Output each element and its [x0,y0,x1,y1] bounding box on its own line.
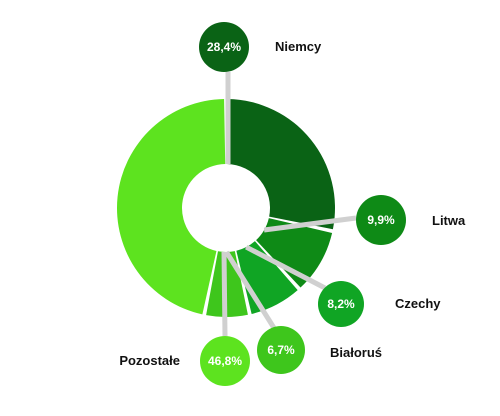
category-label: Białoruś [330,345,382,360]
value-bubble [199,22,249,72]
connector-line [224,250,277,330]
value-bubble [200,336,250,386]
value-bubble [356,195,406,245]
category-label: Czechy [395,296,441,311]
category-label: Niemcy [275,39,322,54]
category-label: Pozostałe [119,353,180,368]
slice-niemcy[interactable] [226,99,336,230]
data-label: 9,9% [367,213,395,227]
connector-line [245,244,327,291]
donut-hole [183,165,269,251]
data-label: 46,8% [208,354,242,368]
data-label: 6,7% [267,343,295,357]
data-label: 28,4% [207,40,241,54]
slice-pozostałe[interactable] [117,99,226,315]
value-bubble [318,281,364,327]
category-label: Litwa [432,213,466,228]
connector-line [263,215,357,233]
data-label: 8,2% [327,297,355,311]
slice-litwa[interactable] [256,218,333,288]
connector-line [221,251,228,337]
value-bubble [257,326,305,374]
